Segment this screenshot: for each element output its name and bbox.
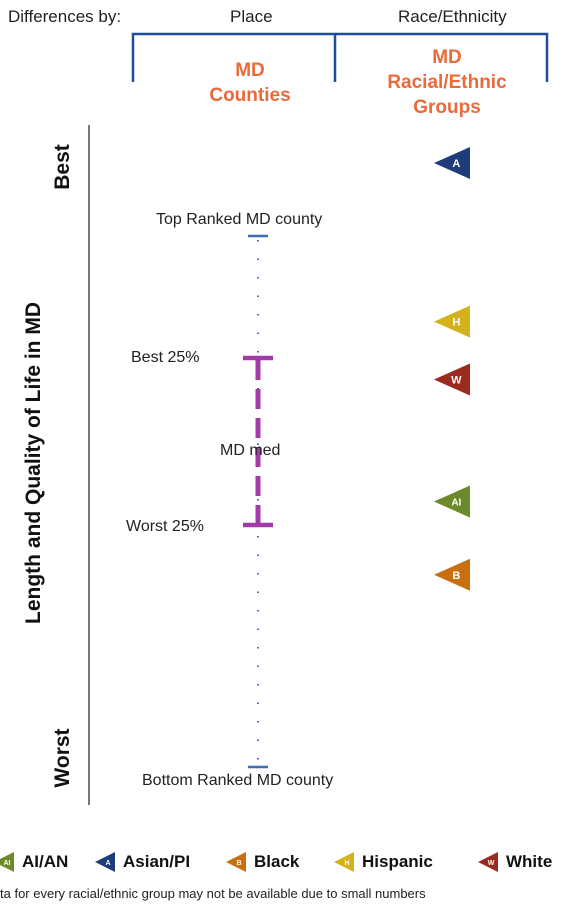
group-marker-triangle: [434, 147, 470, 179]
axis-line: [88, 125, 90, 805]
group-marker-ai-an: AI: [434, 485, 470, 518]
group-marker-triangle: [434, 485, 470, 518]
svg-text:H: H: [344, 860, 349, 867]
group-marker-asian-pi: A: [434, 147, 470, 179]
race-ethnicity-label: Race/Ethnicity: [398, 7, 507, 26]
groups-title-line2: Racial/Ethnic: [387, 72, 507, 93]
place-bracket: [131, 32, 337, 82]
legend: AI AI/AN A Asian/PI B Black H Hispanic W White: [0, 849, 584, 879]
group-marker-letter: B: [452, 570, 460, 582]
legend-item-hispanic: H Hispanic: [332, 851, 433, 873]
legend-label: Asian/PI: [123, 852, 191, 871]
counties-title-line2: Counties: [209, 85, 291, 106]
differences-label: Differences by:: [8, 7, 122, 26]
svg-text:A: A: [105, 860, 110, 867]
group-marker-black: B: [434, 558, 470, 591]
legend-item-black: B Black: [224, 851, 299, 873]
group-marker-triangle: [434, 363, 470, 396]
groups-title: MD Racial/Ethnic Groups: [362, 45, 532, 120]
groups-title-line3: Groups: [413, 97, 481, 118]
footnote: ta for every racial/ethnic group may not…: [0, 886, 426, 901]
legend-marker-icon: A: [95, 852, 115, 872]
svg-text:W: W: [488, 860, 495, 867]
group-marker-letter: A: [452, 158, 460, 170]
legend-label: Black: [254, 852, 300, 871]
svg-text:AI: AI: [4, 860, 11, 867]
legend-marker-icon: AI: [0, 852, 14, 872]
legend-marker-icon: B: [226, 852, 246, 872]
counties-title: MD Counties: [190, 58, 310, 108]
counties-title-line1: MD: [235, 60, 265, 81]
group-marker-letter: W: [451, 375, 462, 387]
group-marker-hispanic: H: [434, 305, 470, 338]
best25-label: Best 25%: [131, 349, 200, 366]
header-brackets: [131, 32, 549, 82]
top-county-label: Top Ranked MD county: [156, 211, 323, 228]
group-marker-letter: H: [452, 317, 460, 329]
group-marker-white: W: [434, 363, 470, 396]
group-marker-triangle: [434, 305, 470, 338]
bottom-county-label: Bottom Ranked MD county: [142, 772, 334, 789]
legend-item-ai-an: AI AI/AN: [0, 851, 68, 873]
group-marker-triangle: [434, 558, 470, 591]
legend-label: White: [506, 852, 553, 871]
legend-marker-icon: H: [334, 852, 354, 872]
legend-label: Hispanic: [362, 852, 433, 871]
race-bracket: [335, 32, 549, 82]
legend-label: AI/AN: [22, 852, 69, 871]
groups-title-line1: MD: [432, 47, 462, 68]
group-marker-letter: AI: [451, 498, 461, 509]
worst25-label: Worst 25%: [126, 518, 204, 535]
legend-marker-icon: W: [478, 852, 498, 872]
place-label: Place: [230, 7, 273, 26]
median-label: MD med: [220, 442, 281, 459]
svg-text:B: B: [236, 860, 241, 867]
legend-item-asian-pi: A Asian/PI: [93, 851, 190, 873]
legend-item-white: W White: [476, 851, 552, 873]
